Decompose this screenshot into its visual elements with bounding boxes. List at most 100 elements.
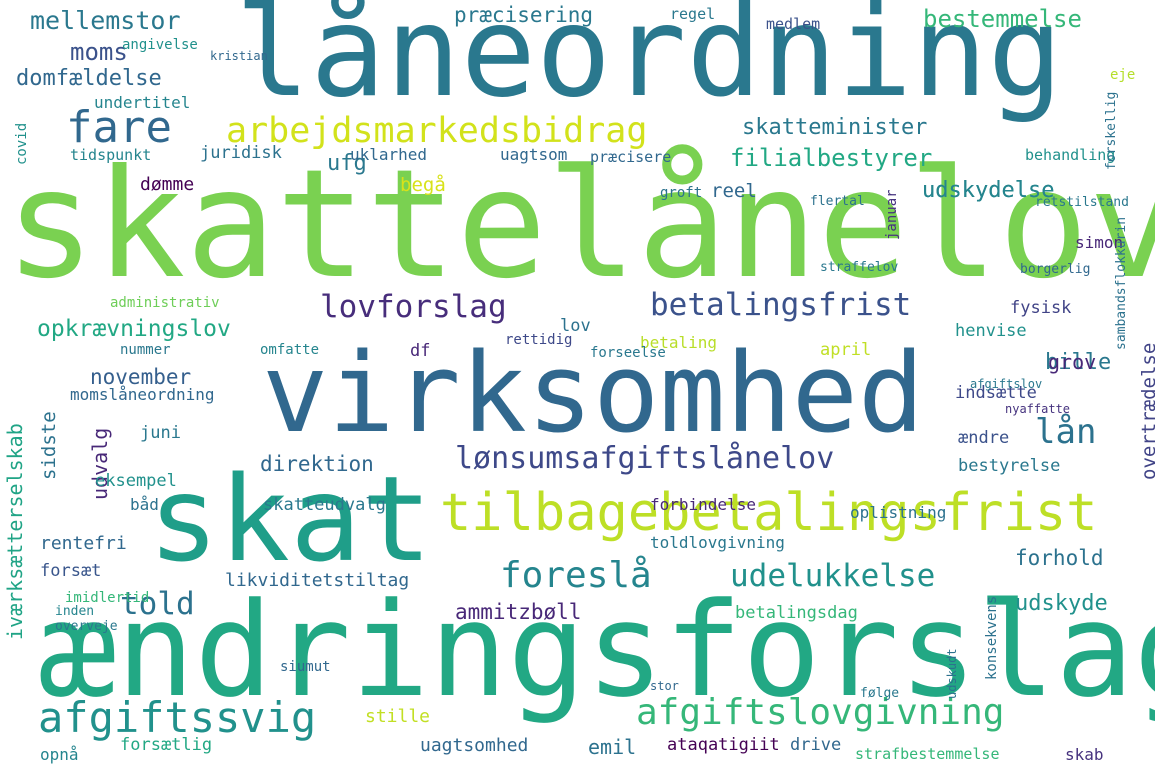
cloud-word: konsekvens: [984, 595, 1000, 680]
cloud-word: afgiftslovgivning: [636, 692, 1005, 733]
cloud-word: lønsumsafgiftslånelov: [455, 441, 835, 476]
cloud-word: omfatte: [260, 342, 320, 358]
cloud-word: nyaffatte: [1005, 402, 1071, 416]
cloud-word: behandling: [1025, 146, 1116, 164]
cloud-word: inden: [55, 604, 95, 619]
cloud-word: skattelånelov: [5, 138, 1155, 312]
cloud-word: toldlovgivning: [650, 533, 785, 552]
cloud-word: april: [820, 340, 872, 360]
cloud-word: ændre: [958, 428, 1010, 448]
cloud-word: iværksætterselskab: [3, 423, 27, 640]
cloud-word: skab: [1065, 745, 1104, 764]
cloud-word: november: [90, 365, 192, 389]
cloud-word: borgerlig: [1020, 262, 1091, 277]
cloud-word: rentefri: [40, 533, 127, 554]
cloud-word: indsætte: [955, 383, 1037, 403]
cloud-word: medlem: [766, 15, 821, 33]
cloud-word: ændringsforslag: [38, 574, 1155, 726]
cloud-word: bestyrelse: [958, 456, 1061, 476]
cloud-word: tidspunkt: [70, 146, 152, 164]
cloud-word: sidste: [38, 411, 60, 480]
cloud-word: skatteminister: [742, 115, 928, 140]
cloud-word: betalingsfrist: [650, 287, 912, 323]
cloud-word: virksomhed: [262, 329, 925, 457]
cloud-word: tilbagebetalingsfrist: [440, 483, 1098, 543]
cloud-word: arbejdsmarkedsbidrag: [226, 111, 648, 151]
cloud-word: administrativ: [110, 295, 220, 311]
cloud-word: bille: [1045, 350, 1112, 375]
cloud-word: følge: [860, 686, 900, 701]
cloud-word: nummer: [120, 342, 171, 358]
cloud-word: undertitel: [94, 93, 191, 112]
cloud-word: oplistning: [850, 503, 947, 522]
cloud-word: momslåneordning: [70, 385, 215, 404]
cloud-word: likviditetstiltag: [225, 570, 410, 591]
cloud-word: grov: [1048, 350, 1097, 374]
cloud-word: udskyde: [1015, 591, 1108, 616]
cloud-word: mellemstor: [30, 6, 181, 35]
cloud-word: df: [410, 341, 431, 361]
cloud-word: kristian: [210, 49, 268, 63]
cloud-word: lov: [560, 316, 591, 336]
cloud-word: fare: [66, 102, 172, 153]
cloud-word: lån: [1035, 412, 1097, 452]
cloud-word: udskydelse: [922, 178, 1055, 203]
cloud-word: covid: [14, 122, 30, 165]
cloud-word: afgiftssvig: [38, 693, 317, 742]
cloud-word: eksempel: [95, 471, 177, 491]
cloud-word: forskellig: [1104, 91, 1119, 170]
cloud-word: strafbestemmelse: [855, 745, 1000, 763]
cloud-word: betaling: [640, 333, 718, 352]
cloud-word: udskudt: [945, 648, 959, 699]
cloud-word: overveje: [55, 619, 118, 634]
cloud-word: simon: [1075, 233, 1124, 252]
cloud-word: juridisk: [200, 143, 282, 163]
cloud-word: drive: [790, 735, 842, 755]
cloud-word: afgiftslov: [970, 377, 1043, 391]
cloud-word: januar: [884, 189, 900, 240]
cloud-word: told: [120, 586, 195, 622]
cloud-word: imidlertid: [65, 590, 150, 606]
cloud-word: sambandsflokkurin: [1114, 216, 1129, 350]
cloud-word: domfældelse: [16, 66, 162, 91]
cloud-word: båd: [130, 495, 159, 514]
cloud-word: forhold: [1015, 546, 1104, 570]
cloud-word: dømme: [140, 174, 195, 195]
cloud-word: juni: [140, 423, 181, 443]
cloud-word: begå: [400, 174, 446, 196]
cloud-word: opkrævningslov: [37, 316, 231, 342]
cloud-word: reel: [711, 180, 757, 202]
cloud-word: rettidig: [505, 332, 573, 348]
cloud-word: moms: [70, 38, 128, 66]
cloud-word: uagtsomhed: [420, 735, 529, 756]
cloud-word: forseelse: [590, 345, 666, 361]
cloud-word: retstilstand: [1035, 195, 1129, 210]
cloud-word: præcisere: [590, 148, 672, 166]
cloud-word: forsæt: [40, 561, 102, 581]
cloud-word: straffelov: [820, 260, 899, 275]
cloud-word: udelukkelse: [730, 558, 936, 594]
cloud-word: ammitzbøll: [455, 600, 582, 624]
cloud-word: skatteudvalg: [263, 495, 386, 515]
cloud-word: direktion: [260, 452, 374, 476]
cloud-word: skat: [148, 450, 433, 588]
cloud-word: eje: [1110, 67, 1136, 83]
cloud-word: opnå: [40, 745, 79, 764]
cloud-word: låneordning: [235, 0, 1063, 125]
cloud-word: groft: [660, 185, 703, 201]
cloud-word: præcisering: [454, 3, 594, 27]
cloud-word: foreslå: [500, 555, 652, 596]
cloud-word: overtrædelse: [1138, 342, 1155, 480]
cloud-word: henvise: [955, 321, 1027, 341]
cloud-word: angivelse: [122, 37, 198, 53]
cloud-word: fysisk: [1010, 298, 1072, 318]
cloud-word: bestemmelse: [923, 5, 1082, 33]
cloud-word: flertal: [810, 194, 865, 209]
cloud-word: stor: [650, 679, 679, 693]
cloud-word: ufg: [327, 151, 367, 176]
cloud-word: udskydelse: [922, 178, 1055, 203]
cloud-word: stille: [365, 706, 431, 727]
cloud-word: emil: [588, 735, 637, 759]
cloud-word: filialbestyrer: [730, 144, 933, 172]
